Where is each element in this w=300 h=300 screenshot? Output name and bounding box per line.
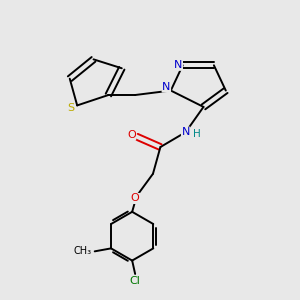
Text: O: O (131, 194, 140, 203)
Text: H: H (193, 129, 201, 139)
Text: N: N (162, 82, 170, 92)
Text: N: N (182, 127, 190, 137)
Text: N: N (174, 60, 182, 70)
Text: Cl: Cl (130, 276, 141, 286)
Text: CH₃: CH₃ (74, 246, 92, 256)
Text: S: S (67, 103, 74, 113)
Text: O: O (127, 130, 136, 140)
